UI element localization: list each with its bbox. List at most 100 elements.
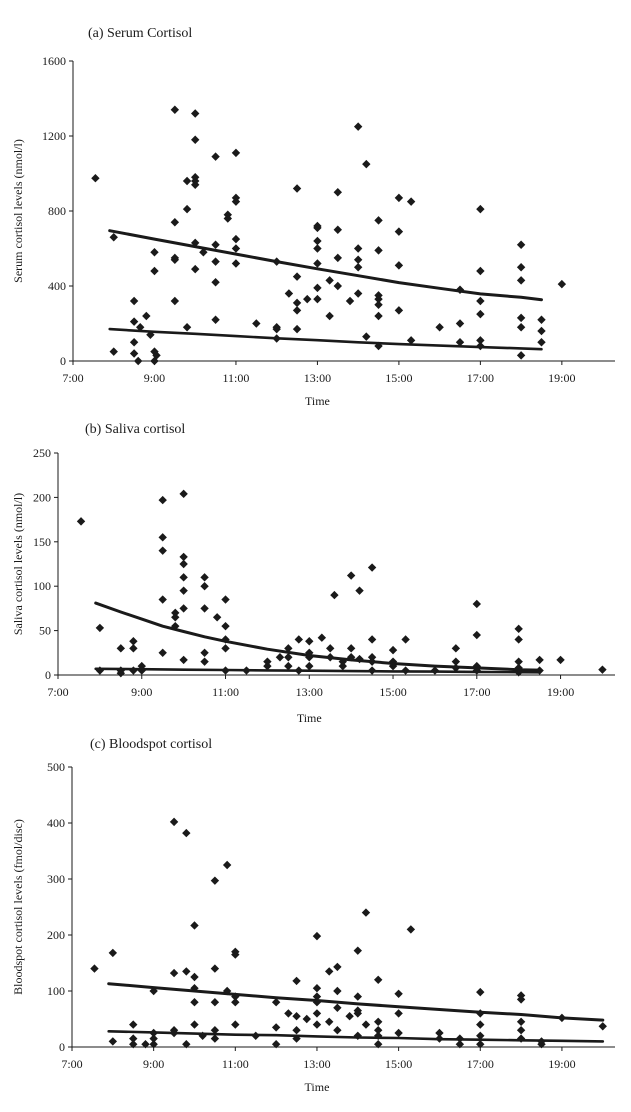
data-point	[313, 236, 322, 246]
y-tick-label: 200	[33, 490, 51, 504]
y-tick-label: 800	[48, 204, 66, 218]
data-point	[231, 148, 241, 158]
data-point	[292, 324, 302, 334]
data-point	[211, 315, 220, 324]
data-point	[362, 332, 371, 341]
data-point	[516, 263, 526, 272]
data-point	[179, 573, 188, 582]
data-point	[284, 661, 293, 671]
data-point	[182, 828, 191, 838]
data-point	[455, 1040, 465, 1049]
data-point	[312, 1009, 322, 1018]
data-point	[221, 666, 230, 675]
data-point	[200, 582, 209, 591]
data-point	[345, 296, 355, 306]
data-point	[598, 1022, 607, 1031]
chart-title: (c) Bloodspot cortisol	[90, 737, 212, 752]
data-point	[516, 276, 526, 285]
data-point	[338, 661, 347, 671]
data-point	[353, 122, 363, 131]
data-point	[430, 666, 440, 675]
data-point	[346, 644, 356, 653]
data-point	[129, 296, 139, 306]
data-point	[292, 1026, 301, 1035]
data-point	[116, 644, 126, 653]
data-point	[435, 323, 444, 332]
data-point	[537, 315, 546, 324]
data-point	[455, 285, 465, 294]
y-axis-label: Serum cortisol levels (nmol/l)	[11, 139, 25, 283]
data-point	[455, 1034, 465, 1043]
data-point	[263, 657, 272, 666]
data-point	[598, 665, 607, 674]
data-point	[129, 666, 138, 675]
data-point	[271, 998, 281, 1007]
data-point	[346, 653, 356, 662]
data-point	[129, 1040, 138, 1049]
data-point	[394, 1028, 403, 1038]
data-point	[374, 1026, 383, 1035]
data-point	[221, 621, 230, 631]
data-point	[129, 317, 139, 326]
data-point	[294, 666, 304, 675]
data-point	[190, 972, 199, 982]
data-point	[179, 586, 188, 595]
y-tick-label: 300	[47, 872, 65, 886]
data-point	[305, 661, 314, 671]
data-point	[149, 1034, 158, 1043]
data-point	[472, 630, 481, 640]
x-tick-label: 19:00	[548, 371, 575, 385]
data-point	[353, 1009, 362, 1018]
x-tick-label: 7:00	[47, 685, 68, 699]
x-tick-label: 17:00	[463, 685, 490, 699]
data-point	[455, 319, 465, 328]
data-point	[516, 1017, 526, 1026]
data-point	[142, 311, 151, 321]
x-tick-label: 11:00	[223, 371, 250, 385]
data-point	[275, 653, 285, 662]
data-point	[158, 648, 167, 657]
data-point	[231, 1020, 240, 1029]
data-point	[374, 294, 383, 304]
data-point	[190, 1020, 199, 1029]
x-tick-label: 19:00	[548, 1057, 575, 1071]
data-point	[231, 197, 241, 206]
data-point	[333, 225, 342, 234]
data-point	[435, 1028, 444, 1038]
data-point	[330, 590, 339, 600]
data-point	[222, 860, 232, 870]
y-tick-label: 0	[60, 354, 66, 368]
data-point	[200, 604, 209, 613]
data-point	[272, 257, 281, 266]
data-point	[198, 1031, 207, 1040]
data-point	[305, 637, 314, 646]
data-point	[210, 998, 220, 1007]
data-point	[394, 227, 404, 236]
data-point	[451, 644, 461, 653]
data-point	[333, 1003, 342, 1012]
data-point	[302, 1014, 311, 1024]
data-point	[305, 648, 314, 657]
data-point	[221, 595, 230, 604]
y-tick-label: 100	[33, 579, 51, 593]
data-point	[129, 1020, 138, 1029]
x-tick-label: 15:00	[379, 685, 406, 699]
data-point	[353, 244, 363, 253]
data-point	[312, 931, 322, 941]
data-point	[190, 984, 199, 993]
data-point	[221, 635, 230, 644]
data-point	[476, 1031, 485, 1040]
data-point	[90, 964, 99, 973]
y-tick-label: 400	[48, 279, 66, 293]
data-point	[271, 1023, 281, 1032]
data-point	[231, 244, 241, 253]
data-point	[303, 294, 312, 304]
data-point	[325, 1017, 334, 1026]
data-point	[292, 298, 302, 308]
data-point	[170, 296, 180, 306]
data-point	[313, 244, 322, 253]
data-point	[435, 1034, 444, 1043]
data-point	[317, 633, 327, 642]
data-point	[388, 645, 398, 655]
